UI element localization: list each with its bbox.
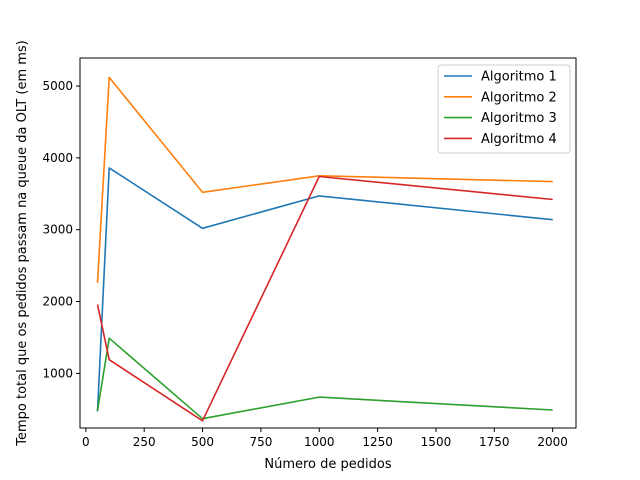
x-axis-ticks: 0 250 500 750 1000 1250 1500 1750 2000 (82, 428, 568, 449)
series-line-algoritmo-3 (96, 337, 553, 420)
legend-box (437, 64, 571, 154)
x-axis-label: Número de pedidos (264, 457, 391, 472)
x-tick-label: 0 (82, 435, 90, 449)
plot-frame (79, 57, 577, 429)
series-layer (96, 76, 553, 422)
y-tick-label: 3000 (42, 223, 73, 237)
x-tick-label: 1750 (479, 435, 510, 449)
x-tick-label: 750 (249, 435, 272, 449)
series-line-algoritmo-1 (96, 167, 553, 412)
legend-entry-label: Algoritmo 1 (481, 70, 557, 85)
x-tick-label: 500 (191, 435, 214, 449)
y-tick-label: 1000 (42, 366, 73, 380)
y-tick-label: 5000 (42, 79, 73, 93)
x-tick-label: 1000 (304, 435, 335, 449)
series-line-algoritmo-2 (96, 76, 553, 283)
legend-entry-label: Algoritmo 3 (481, 111, 557, 126)
x-tick-label: 1250 (362, 435, 393, 449)
y-tick-label: 2000 (42, 295, 73, 309)
legend: Algoritmo 1 Algoritmo 2 Algoritmo 3 Algorit… (437, 64, 571, 154)
x-tick-label: 250 (133, 435, 156, 449)
legend-entry-label: Algoritmo 2 (481, 90, 557, 105)
y-axis-ticks: 1000 2000 3000 4000 5000 (42, 79, 80, 380)
y-tick-label: 4000 (42, 151, 73, 165)
x-tick-label: 1500 (421, 435, 452, 449)
x-tick-label: 2000 (537, 435, 568, 449)
legend-entry-label: Algoritmo 4 (481, 132, 557, 147)
y-axis-label: Tempo total que os pedidos passam na que… (15, 40, 30, 447)
series-line-algoritmo-4 (96, 175, 553, 422)
